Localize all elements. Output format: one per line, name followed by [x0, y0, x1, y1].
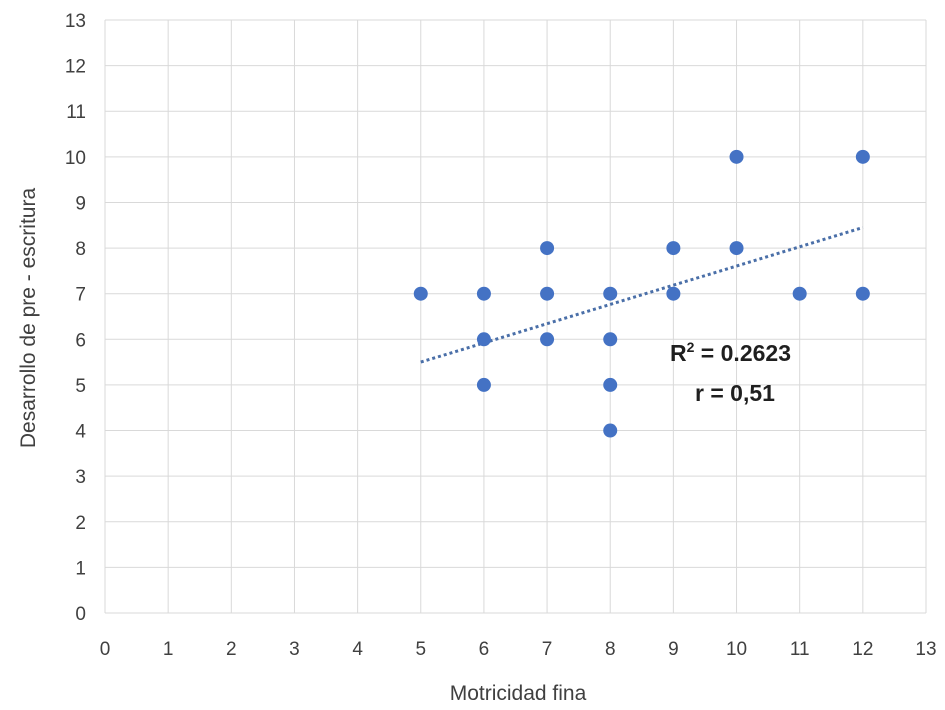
- data-point: [855, 286, 870, 301]
- x-tick-label: 6: [479, 639, 490, 660]
- y-tick-label: 11: [66, 102, 86, 123]
- y-tick-label: 13: [65, 11, 86, 32]
- grid-lines: [104, 19, 927, 614]
- r-squared-annotation: R2 = 0.2623: [670, 339, 791, 366]
- y-tick-label: 0: [75, 604, 86, 625]
- y-tick-label: 3: [75, 467, 86, 488]
- data-point: [540, 286, 555, 301]
- data-point: [666, 241, 681, 256]
- x-tick-label: 1: [163, 639, 174, 660]
- trendline: [420, 226, 864, 364]
- data-points: [413, 149, 870, 438]
- y-tick-label: 7: [75, 285, 86, 306]
- x-tick-label: 3: [289, 639, 300, 660]
- data-point: [792, 286, 807, 301]
- y-tick-label: 9: [75, 193, 86, 214]
- data-point: [603, 286, 618, 301]
- data-point: [603, 332, 618, 347]
- x-tick-label: 7: [542, 639, 553, 660]
- x-tick-label: 9: [668, 639, 679, 660]
- y-tick-label: 4: [75, 422, 86, 443]
- data-point: [729, 149, 744, 164]
- x-axis-label: Motricidad fina: [450, 682, 587, 705]
- x-tick-label: 4: [352, 639, 363, 660]
- x-tick-label: 11: [790, 639, 810, 660]
- y-tick-label: 5: [75, 376, 86, 397]
- data-point: [855, 149, 870, 164]
- y-tick-label: 6: [75, 330, 86, 351]
- y-tick-label: 10: [65, 148, 86, 169]
- x-tick-label: 13: [915, 639, 936, 660]
- data-point: [666, 286, 681, 301]
- data-point: [476, 377, 491, 392]
- x-tick-label: 12: [852, 639, 873, 660]
- data-point: [476, 286, 491, 301]
- r-annotation: r = 0,51: [695, 380, 775, 406]
- y-tick-label: 12: [65, 57, 86, 78]
- data-point: [476, 332, 491, 347]
- x-tick-label: 2: [226, 639, 237, 660]
- x-tick-label: 0: [100, 639, 111, 660]
- x-tick-label: 5: [415, 639, 426, 660]
- data-point: [540, 241, 555, 256]
- data-point: [603, 423, 618, 438]
- x-tick-labels: 0 1 2 3 4 5 6 7 8 9 10 11 12 13: [100, 639, 937, 660]
- y-axis-label: Desarrollo de pre - escritura: [17, 188, 40, 449]
- data-point: [540, 332, 555, 347]
- y-tick-label: 1: [75, 558, 86, 579]
- data-point: [729, 241, 744, 256]
- x-tick-label: 10: [726, 639, 747, 660]
- y-tick-label: 8: [75, 239, 86, 260]
- data-point: [413, 286, 428, 301]
- data-point: [603, 377, 618, 392]
- y-tick-label: 2: [75, 513, 86, 534]
- x-tick-label: 8: [605, 639, 616, 660]
